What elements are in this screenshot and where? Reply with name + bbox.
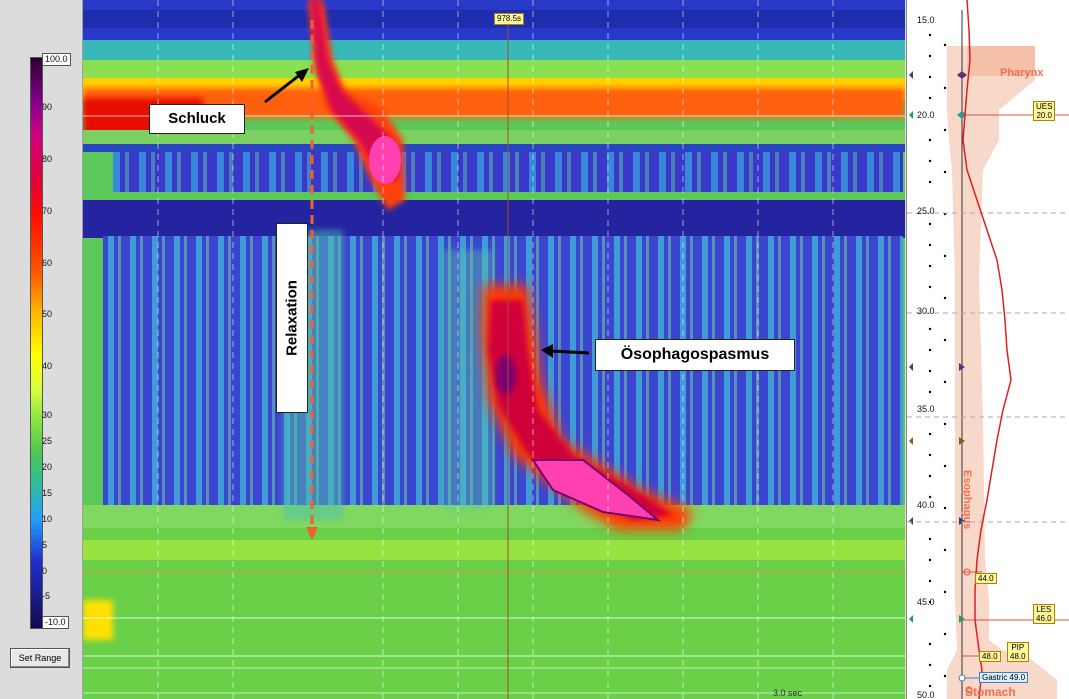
- set-range-button[interactable]: Set Range: [10, 648, 70, 668]
- relaxation-annotation-text: Relaxation: [283, 280, 301, 356]
- colorbar-tick: 80: [42, 154, 53, 164]
- pressure-topography-plot[interactable]: 978.5s Schluck Relaxation Ösophagospasmu…: [83, 0, 905, 699]
- les-marker-name: LES: [1036, 605, 1052, 614]
- colorbar-tick: 15: [42, 488, 53, 498]
- spasm-annotation: Ösophagospasmus: [595, 339, 795, 371]
- gastric-marker[interactable]: Gastric 49.0: [979, 672, 1029, 683]
- depth-label: 20.0: [917, 110, 935, 120]
- colorbar-tick: -5: [42, 591, 51, 601]
- colorbar-tick: 25: [42, 436, 53, 446]
- colorbar-tick: 10: [42, 514, 53, 524]
- stomach-label: Stomach: [965, 685, 1016, 699]
- pip-marker-value: 48.0: [1010, 652, 1026, 661]
- colorbar-tick: 70: [42, 206, 53, 216]
- pip-marker[interactable]: PIP 48.0: [1007, 642, 1029, 662]
- colorbar-tick: 20: [42, 462, 53, 472]
- depth-label: 45.0: [917, 597, 935, 607]
- colorbar-max-label: 100.0: [42, 53, 71, 66]
- colorbar-tick: 0: [42, 566, 48, 576]
- les-marker[interactable]: LES 46.0: [1033, 604, 1055, 624]
- depth-label: 35.0: [917, 404, 935, 414]
- colorbar-tick: 30: [42, 410, 53, 420]
- depth-label: 30.0: [917, 306, 935, 316]
- esophagus-label: Esophagus: [961, 470, 973, 530]
- depth-label: 15.0: [917, 15, 935, 25]
- marker-48[interactable]: 48.0: [979, 651, 1001, 662]
- swallow-annotation: Schluck: [149, 104, 245, 134]
- depth-label: 50.0: [917, 690, 935, 699]
- colorbar-panel: 100.0 90 80 70 60 50 40 30 25 20 15 10 5…: [0, 0, 83, 699]
- colorbar-tick: 40: [42, 361, 53, 371]
- ues-marker-value: 20.0: [1036, 111, 1053, 120]
- relaxation-annotation: Relaxation: [276, 223, 308, 413]
- anatomy-outline-graphic: [907, 0, 1069, 699]
- colorbar-tick: 90: [42, 102, 53, 112]
- ues-marker-name: UES: [1036, 102, 1053, 111]
- marker-44[interactable]: 44.0: [975, 573, 997, 584]
- time-scale-label: 3.0 sec: [773, 688, 803, 698]
- cursor-time-label: 978.5s: [494, 13, 525, 25]
- colorbar-tick: 5: [42, 540, 48, 550]
- pip-marker-name: PIP: [1011, 643, 1025, 652]
- colorbar-tick: 50: [42, 309, 53, 319]
- pharynx-label: Pharynx: [1000, 67, 1044, 79]
- colorbar-tick: 60: [42, 258, 53, 268]
- depth-label: 40.0: [917, 500, 935, 510]
- pressure-colorbar: [30, 57, 43, 629]
- anatomy-depth-panel: 15.0 20.0 25.0 30.0 35.0 40.0 45.0 50.0 …: [906, 0, 1069, 699]
- colorbar-min-label: -10.0: [42, 616, 69, 629]
- ues-marker[interactable]: UES 20.0: [1033, 101, 1056, 121]
- depth-label: 25.0: [917, 206, 935, 216]
- les-marker-value: 46.0: [1036, 614, 1052, 623]
